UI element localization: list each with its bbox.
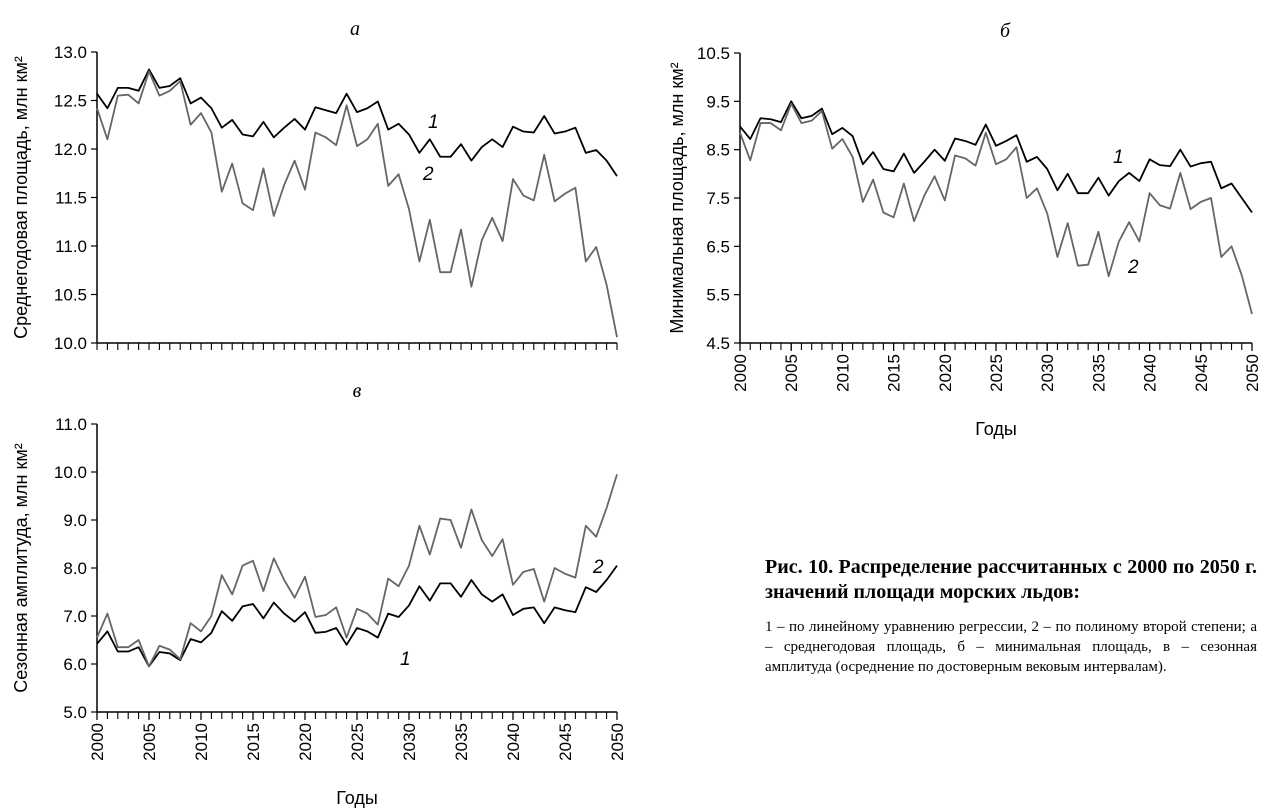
x-axis-label: Годы (336, 788, 378, 808)
series-label: 2 (1127, 257, 1139, 278)
series-label: 1 (1113, 147, 1124, 168)
x-tick-label: 2000 (88, 723, 107, 761)
y-tick-label: 9.0 (63, 511, 87, 530)
series-label: 2 (422, 164, 434, 185)
y-tick-label: 7.5 (706, 189, 730, 208)
x-tick-label: 2045 (1192, 354, 1211, 392)
series-label: 1 (400, 649, 411, 670)
x-tick-label: 2015 (244, 723, 263, 761)
y-tick-label: 5.0 (63, 703, 87, 722)
series-label: 1 (428, 112, 439, 133)
y-tick-label: 8.0 (63, 559, 87, 578)
series-label: 2 (592, 557, 604, 578)
y-axis-label: Среднегодовая площадь, млн км² (11, 56, 31, 339)
series-line (739, 102, 1253, 315)
y-tick-label: 10.5 (54, 286, 87, 305)
y-tick-label: 8.5 (706, 141, 730, 160)
y-tick-label: 11.0 (55, 415, 87, 434)
y-tick-label: 7.0 (63, 607, 87, 626)
y-tick-label: 9.5 (706, 92, 730, 111)
chart-title: а (350, 18, 360, 40)
series-line (96, 68, 618, 177)
x-tick-label: 2025 (987, 354, 1006, 392)
caption-title: Рис. 10. Распределение рассчитанных с 20… (765, 556, 1257, 603)
y-tick-label: 12.0 (54, 140, 87, 159)
x-tick-label: 2035 (1089, 354, 1108, 392)
caption-text: 1 – по линейному уравнению регрессии, 2 … (765, 619, 1257, 675)
series-line (96, 565, 618, 668)
x-tick-label: 2015 (885, 354, 904, 392)
caption: Рис. 10. Распределение рассчитанных с 20… (765, 555, 1257, 677)
y-tick-label: 10.5 (697, 44, 730, 63)
y-tick-label: 5.5 (706, 286, 730, 305)
x-tick-label: 2030 (1038, 354, 1057, 392)
chart-title: б (1000, 20, 1011, 42)
x-tick-label: 2030 (400, 723, 419, 761)
x-tick-label: 2005 (140, 723, 159, 761)
x-tick-label: 2045 (556, 723, 575, 761)
x-tick-label: 2050 (608, 723, 627, 761)
y-axis-label: Сезонная амплитуда, млн км² (11, 443, 31, 692)
y-tick-label: 13.0 (54, 43, 87, 62)
x-tick-label: 2020 (936, 354, 955, 392)
chart-title: в (353, 380, 362, 402)
x-tick-label: 2050 (1243, 354, 1262, 392)
y-tick-label: 11.0 (55, 237, 87, 256)
x-tick-label: 2010 (192, 723, 211, 761)
series-line (739, 100, 1253, 214)
x-tick-label: 2000 (731, 354, 750, 392)
series-line (96, 70, 618, 338)
y-axis-label: Минимальная площадь, млн км² (667, 62, 687, 333)
x-tick-label: 2025 (348, 723, 367, 761)
x-tick-label: 2040 (1141, 354, 1160, 392)
x-tick-label: 2005 (782, 354, 801, 392)
y-tick-label: 10.0 (54, 334, 87, 353)
y-tick-label: 12.5 (54, 92, 87, 111)
x-tick-label: 2010 (833, 354, 852, 392)
series-line (96, 474, 618, 668)
y-tick-label: 4.5 (706, 334, 730, 353)
x-tick-label: 2020 (296, 723, 315, 761)
x-axis-label: Годы (975, 419, 1017, 439)
y-tick-label: 6.5 (706, 237, 730, 256)
y-tick-label: 10.0 (54, 463, 87, 482)
y-tick-label: 6.0 (63, 655, 87, 674)
x-tick-label: 2040 (504, 723, 523, 761)
y-tick-label: 11.5 (55, 189, 87, 208)
x-tick-label: 2035 (452, 723, 471, 761)
